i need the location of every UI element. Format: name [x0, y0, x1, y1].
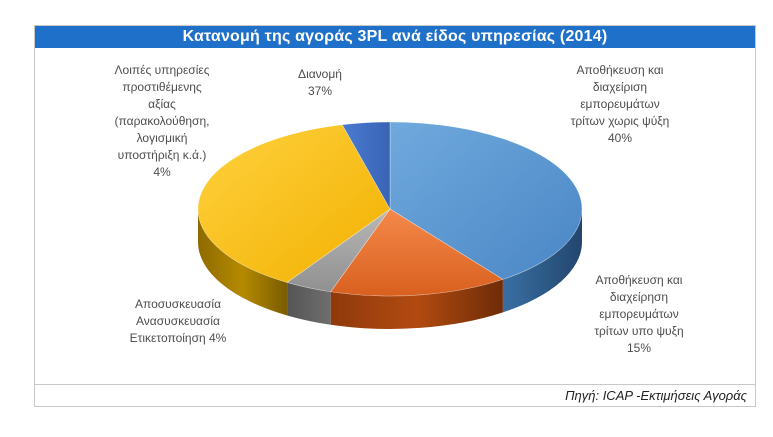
pie-sides — [198, 209, 582, 329]
label-storage-cooling: Αποθήκευση και διαχείρηση εμπορευμάτων τ… — [594, 273, 684, 355]
slice-storage-no-cooling-side — [502, 209, 582, 313]
slice-storage-cooling-side — [330, 279, 503, 329]
slice-storage-cooling — [330, 208, 504, 297]
source-note: Πηγή: ICAP -Εκτιμήσεις Αγοράς — [35, 384, 755, 406]
pie-tops — [197, 121, 583, 297]
slice-storage-no-cooling — [389, 121, 583, 280]
chart-frame: Κατανομή της αγοράς 3PL ανά είδος υπηρεσ… — [34, 25, 756, 407]
chart-title: Κατανομή της αγοράς 3PL ανά είδος υπηρεσ… — [35, 26, 755, 48]
slice-other-services-side — [198, 209, 288, 316]
slice-repackaging-side — [287, 282, 331, 325]
slice-distribution — [341, 121, 391, 211]
label-repackaging: Αποσυσκευασία Ανασυσκευασία Ετικετοποίησ… — [129, 297, 227, 345]
pie-chart — [197, 121, 583, 329]
label-distribution: Διανομή 37% — [298, 67, 342, 98]
label-other-services: Λοιπές υπηρεσίες προστιθέμενης αξίας (πα… — [114, 63, 210, 179]
label-storage-no-cooling: Αποθήκευση και διαχείριση εμπορευμάτων τ… — [570, 63, 670, 145]
slice-other-services — [197, 124, 391, 283]
